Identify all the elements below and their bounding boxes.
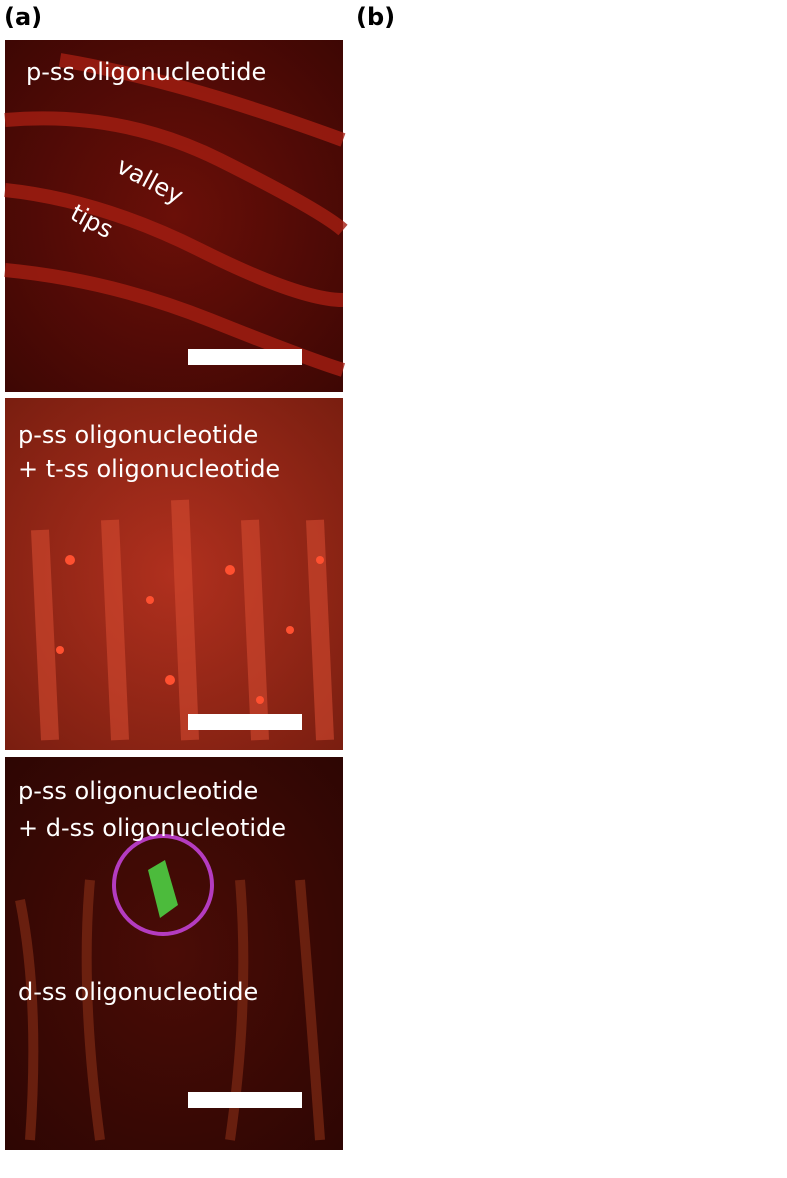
image-label: d-ss oligonucleotide <box>18 978 258 1006</box>
image-label: p-ss oligonucleotide <box>26 58 266 86</box>
image-3 <box>5 757 343 1150</box>
image-label: + t-ss oligonucleotide <box>18 455 280 483</box>
image-label: p-ss oligonucleotide <box>18 777 258 805</box>
image-2 <box>5 398 343 750</box>
panel-label: (a) <box>4 3 42 31</box>
image-1 <box>4 40 348 392</box>
scale-bars <box>188 349 302 1108</box>
panel-label: (b) <box>356 3 395 31</box>
image-label: p-ss oligonucleotide <box>18 421 258 449</box>
image-label: + d-ss oligonucleotide <box>18 814 286 842</box>
